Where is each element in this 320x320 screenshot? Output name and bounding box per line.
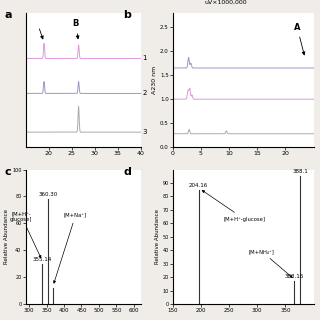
Text: [M+NH₄⁺]: [M+NH₄⁺] — [249, 249, 292, 277]
Y-axis label: A230 nm: A230 nm — [152, 66, 157, 94]
Text: 1: 1 — [143, 55, 147, 61]
Text: 360.30: 360.30 — [39, 192, 58, 197]
Y-axis label: Relative Abundance: Relative Abundance — [155, 209, 160, 264]
Text: [M+H⁺-
glucose]: [M+H⁺- glucose] — [10, 211, 41, 258]
Text: 2: 2 — [143, 91, 147, 96]
Text: uV×1000,000: uV×1000,000 — [205, 0, 248, 5]
Y-axis label: Relative Abundance: Relative Abundance — [4, 209, 9, 264]
Text: 355.14: 355.14 — [32, 257, 52, 262]
Text: c: c — [5, 167, 12, 177]
Text: 204.16: 204.16 — [189, 183, 208, 188]
Text: 3: 3 — [143, 129, 147, 135]
Text: 388.1: 388.1 — [292, 169, 308, 174]
Text: b: b — [124, 10, 132, 20]
Text: a: a — [5, 10, 12, 20]
Text: 383.16: 383.16 — [285, 274, 304, 279]
Text: A: A — [294, 23, 305, 55]
Text: B: B — [73, 19, 79, 39]
Text: [M+Na⁺]: [M+Na⁺] — [53, 213, 87, 283]
Text: [M+H⁺-glucose]: [M+H⁺-glucose] — [202, 190, 266, 222]
Text: d: d — [124, 167, 132, 177]
